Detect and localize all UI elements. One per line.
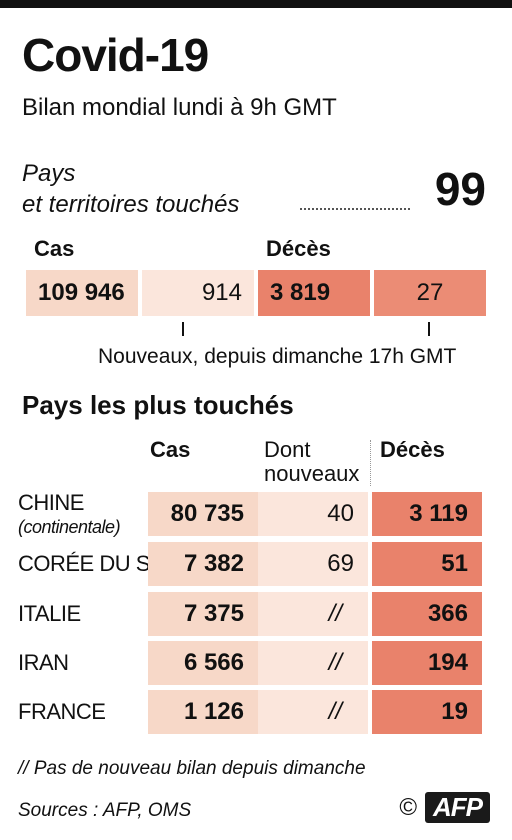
row-0-cases: 80 735 [148,492,258,536]
tick-deaths-new [428,322,430,336]
col-header-new-line1: Dont [264,437,311,462]
tick-cases-new [182,322,184,336]
top-bar [0,0,512,8]
global-cases-header: Cas [34,236,75,261]
global-deaths-header: Décès [266,236,331,261]
row-3-cases: 6 566 [148,641,258,685]
new-since-note: Nouveaux, depuis dimanche 17h GMT [98,345,457,368]
countries-label-line1: Pays [22,160,76,187]
row-2-new: // [258,592,368,636]
page-title: Covid-19 [22,29,209,81]
global-cases-total: 109 946 [26,270,138,316]
row-4-country: FRANCE [18,699,106,724]
row-0-deaths: 3 119 [372,492,482,536]
row-2-country: ITALIE [18,603,81,625]
row-2-country-name: ITALIE [18,601,81,626]
row-1-country: CORÉE DU S. [18,553,156,575]
row-2-deaths: 366 [372,592,482,636]
afp-logo: AFP [425,792,490,823]
countries-count: 99 [434,163,486,215]
col-header-deaths: Décès [380,437,445,462]
col-header-cases: Cas [150,437,191,462]
copyright-icon: © [399,793,417,821]
row-4-country-name: FRANCE [18,699,106,724]
row-1-country-name: CORÉE DU S. [18,551,156,576]
dotted-leader [300,208,410,210]
countries-label: Pays et territoires touchés [22,158,239,220]
row-0-country-name: CHINE [18,490,84,515]
row-0-new: 40 [258,492,368,536]
col-header-new: Dont nouveaux [264,438,359,486]
footnote: // Pas de nouveau bilan depuis dimanche [18,758,366,779]
row-3-new: // [258,641,368,685]
global-cases-new: 914 [142,270,254,316]
page-subtitle: Bilan mondial lundi à 9h GMT [22,94,337,121]
afp-credit: © AFP [399,792,490,823]
col-divider [370,440,371,486]
row-0-country: CHINE (continentale) [18,490,121,538]
row-3-deaths: 194 [372,641,482,685]
countries-label-line2: et territoires touchés [22,191,240,218]
section-title: Pays les plus touchés [22,390,294,420]
row-4-new: // [258,690,368,734]
col-header-new-line2: nouveaux [264,461,360,486]
global-deaths-total: 3 819 [258,270,370,316]
row-4-deaths: 19 [372,690,482,734]
row-1-deaths: 51 [372,542,482,586]
row-1-cases: 7 382 [148,542,258,586]
row-1-new: 69 [258,542,368,586]
global-deaths-new: 27 [374,270,486,316]
sources: Sources : AFP, OMS [18,800,192,821]
row-3-country-name: IRAN [18,650,69,675]
row-3-country: IRAN [18,652,69,674]
row-0-country-note: (continentale) [18,517,121,537]
row-2-cases: 7 375 [148,592,258,636]
row-4-cases: 1 126 [148,690,258,734]
